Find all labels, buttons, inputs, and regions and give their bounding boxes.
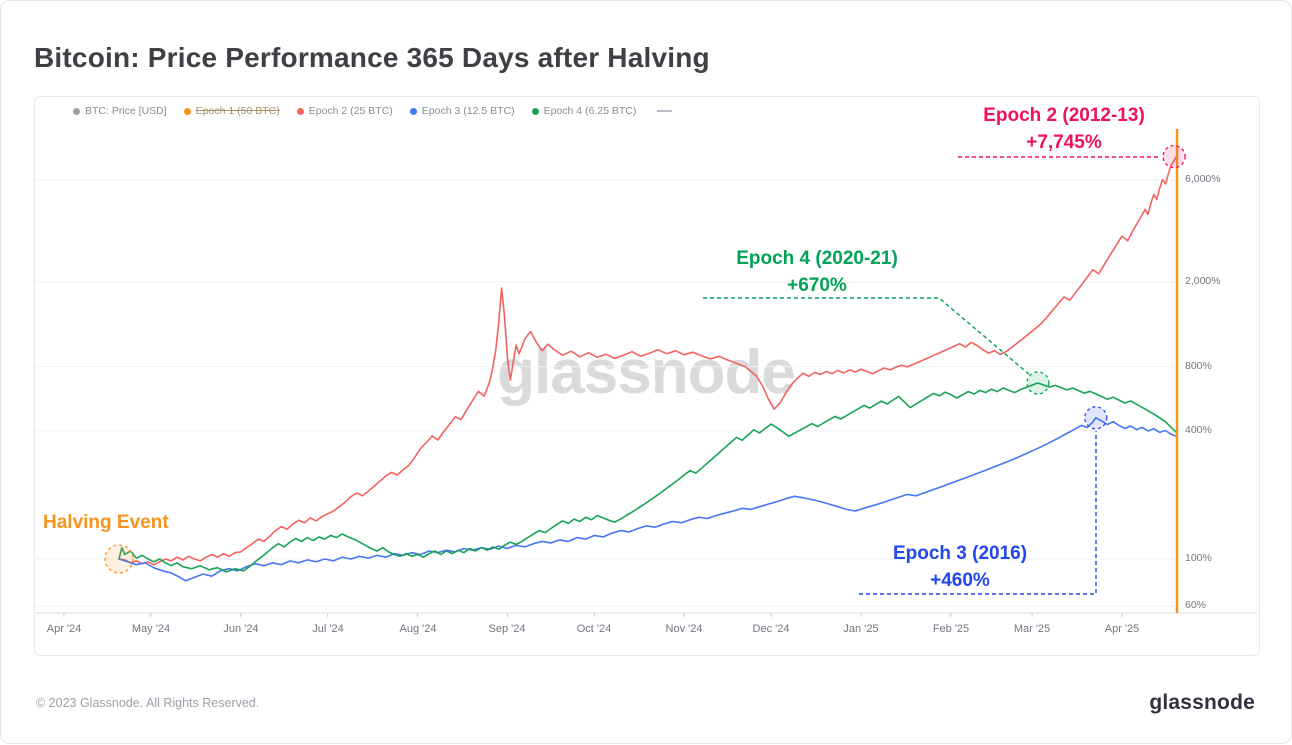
legend-item-epoch-4[interactable]: Epoch 4 (6.25 BTC)	[531, 105, 637, 117]
series-line-epoch4	[118, 382, 1178, 573]
legend-dot-btc-price	[73, 107, 80, 115]
x-tick-label: Jun '24	[223, 623, 259, 635]
legend-label-epoch-4: Epoch 4 (6.25 BTC)	[543, 105, 637, 117]
y-tick-label: 800%	[1185, 360, 1212, 372]
annotation-epoch3-title: Epoch 3 (2016)	[892, 543, 1028, 564]
y-tick-label: 6,000%	[1185, 173, 1221, 185]
series-line-epoch2	[118, 154, 1178, 566]
glassnode-watermark: glassnode	[497, 338, 796, 407]
annotation-epoch2: Epoch 2 (2012-13) +7,745%	[939, 103, 1189, 156]
legend-dot-epoch-4	[531, 107, 539, 115]
x-tick-label: Jan '25	[843, 623, 879, 635]
epoch4-callout-line	[703, 297, 1031, 376]
epoch3-marker-circle	[1084, 406, 1108, 430]
x-tick-label: Oct '24	[576, 623, 612, 635]
legend-dot-epoch-2	[296, 107, 304, 115]
legend-label-epoch-3: Epoch 3 (12.5 BTC)	[421, 105, 515, 117]
x-tick-label: Jul '24	[312, 623, 344, 635]
annotation-epoch3: Epoch 3 (2016) +460%	[846, 541, 1074, 594]
y-tick-label: 400%	[1185, 424, 1212, 436]
x-tick-label: Aug '24	[399, 623, 437, 635]
legend-item-epoch-1[interactable]: Epoch 1 (50 BTC)	[183, 105, 280, 117]
legend-label-epoch-1: Epoch 1 (50 BTC)	[195, 105, 280, 117]
x-tick-label: Nov '24	[665, 623, 703, 635]
y-tick-label: 60%	[1185, 599, 1207, 611]
legend-label-btc-price: BTC: Price [USD]	[85, 105, 167, 117]
page-title: Bitcoin: Price Performance 365 Days afte…	[34, 41, 710, 73]
epoch4-marker-circle	[1026, 371, 1050, 395]
legend: BTC: Price [USD] Epoch 1 (50 BTC) Epoch 2 …	[73, 105, 673, 117]
legend-item-epoch-3[interactable]: Epoch 3 (12.5 BTC)	[409, 105, 515, 117]
x-tick-label: May '24	[131, 623, 171, 635]
chart-card	[34, 96, 1260, 656]
legend-label-epoch-2: Epoch 2 (25 BTC)	[308, 105, 393, 117]
annotation-epoch4-value: +670%	[787, 274, 847, 296]
halving-marker-circle	[104, 544, 134, 574]
glassnode-logo-wordmark: glassnode	[1149, 691, 1255, 714]
annotation-epoch2-title: Epoch 2 (2012-13)	[983, 105, 1145, 126]
annotation-halving: Halving Event	[43, 510, 263, 537]
x-tick-label: Dec '24	[752, 623, 790, 635]
legend-item-epoch-2[interactable]: Epoch 2 (25 BTC)	[296, 105, 393, 117]
annotation-epoch4: Epoch 4 (2020-21) +670%	[698, 246, 936, 299]
legend-dot-epoch-1	[183, 107, 191, 115]
annotation-epoch2-value: +7,745%	[1026, 131, 1102, 153]
x-tick-label: Apr '25	[1104, 623, 1140, 635]
annotation-halving-label: Halving Event	[43, 512, 169, 533]
legend-overflow-dash[interactable]	[657, 110, 673, 112]
y-tick-label: 2,000%	[1185, 275, 1221, 287]
x-tick-label: Feb '25	[932, 623, 970, 635]
footer-copyright: © 2023 Glassnode. All Rights Reserved.	[36, 696, 260, 710]
x-tick-label: Sep '24	[488, 623, 526, 635]
series-line-epoch3	[118, 417, 1178, 582]
annotation-epoch3-value: +460%	[930, 569, 990, 591]
epoch3-callout-line	[859, 431, 1097, 595]
epoch2-marker-circle	[1162, 144, 1186, 169]
legend-item-btc-price[interactable]: BTC: Price [USD]	[73, 105, 167, 117]
y-tick-label: 100%	[1185, 552, 1212, 564]
x-tick-label: Mar '25	[1013, 623, 1051, 635]
annotation-epoch4-title: Epoch 4 (2020-21)	[736, 248, 898, 269]
legend-dot-epoch-3	[409, 107, 417, 115]
x-tick-label: Apr '24	[46, 623, 82, 635]
